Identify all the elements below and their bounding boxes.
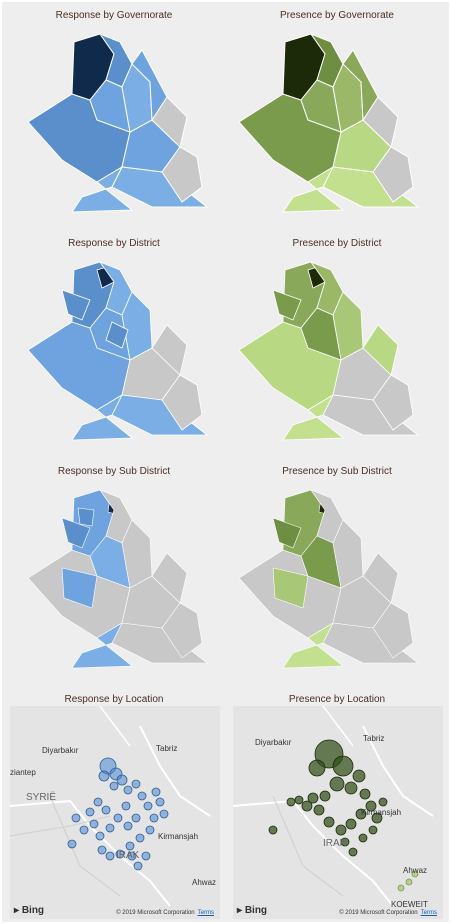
iraq-district-map[interactable] (2, 230, 226, 458)
panel-title: Presence by District (292, 238, 382, 249)
city-label-diyarbakir: Diyarbakır (42, 746, 79, 755)
bing-map[interactable]: Diyarbakır Tabriz Kirmansjah IRAK Ahwaz … (233, 706, 443, 919)
city-label-gaziantep: ziantep (10, 768, 36, 777)
panel-presence-location: Presence by Location Diyarbakır T (225, 686, 449, 922)
map-copyright: © 2019 Microsoft Corporation Terms (339, 910, 437, 916)
city-label-kirmanshah: Kirmansjah (158, 832, 199, 841)
city-label-tabriz: Tabriz (363, 734, 385, 743)
iraq-district-map[interactable] (225, 230, 449, 458)
panel-response-district: Response by District (2, 230, 226, 458)
iraq-governorate-map[interactable] (225, 2, 449, 230)
panel-title: Presence by Sub District (282, 466, 392, 477)
bing-map[interactable]: Diyarbakır Tabriz ziantep SYRIË Kirmansj… (10, 706, 220, 919)
map-copyright: © 2019 Microsoft Corporation Terms (116, 910, 214, 916)
terms-link[interactable]: Terms (420, 910, 437, 916)
panel-title: Presence by Location (288, 694, 386, 705)
panel-presence-subdistrict: Presence by Sub District (225, 458, 449, 686)
city-label-ahwaz: Ahwaz (192, 878, 217, 887)
city-label-diyarbakir: Diyarbakır (255, 738, 292, 747)
country-label-syria: SYRIË (26, 792, 57, 803)
panel-presence-governorate: Presence by Governorate (225, 2, 449, 230)
city-label-tabriz: Tabriz (156, 744, 178, 753)
iraq-subdistrict-map[interactable] (225, 458, 449, 686)
bing-icon: ▸ (14, 905, 20, 916)
panel-title: Response by Governorate (55, 10, 173, 21)
map-background (10, 706, 211, 907)
map-background (233, 706, 434, 907)
panel-title: Response by Sub District (57, 466, 171, 477)
bing-icon: ▸ (237, 905, 243, 916)
bing-logo: ▸ Bing (14, 905, 45, 916)
panel-response-governorate: Response by Governorate (2, 2, 226, 230)
bing-logo: ▸ Bing (237, 905, 268, 916)
country-label-iraq: IRAK (116, 850, 140, 861)
city-label-kirmanshah: Kirmansjah (361, 808, 402, 817)
panel-response-subdistrict: Response by Sub District (2, 458, 226, 686)
panel-response-location: Response by Location Diyar (2, 686, 226, 922)
country-label-kuwait: KOEWEIT (391, 900, 428, 909)
iraq-subdistrict-map[interactable] (2, 458, 226, 686)
iraq-governorate-map[interactable] (2, 2, 226, 230)
terms-link[interactable]: Terms (197, 910, 214, 916)
country-label-iraq: IRAK (323, 838, 347, 849)
panel-presence-district: Presence by District (225, 230, 449, 458)
panel-title: Response by Location (64, 694, 164, 705)
panel-title: Response by District (68, 238, 160, 249)
panel-title: Presence by Governorate (280, 10, 394, 21)
city-label-ahwaz: Ahwaz (403, 866, 428, 875)
